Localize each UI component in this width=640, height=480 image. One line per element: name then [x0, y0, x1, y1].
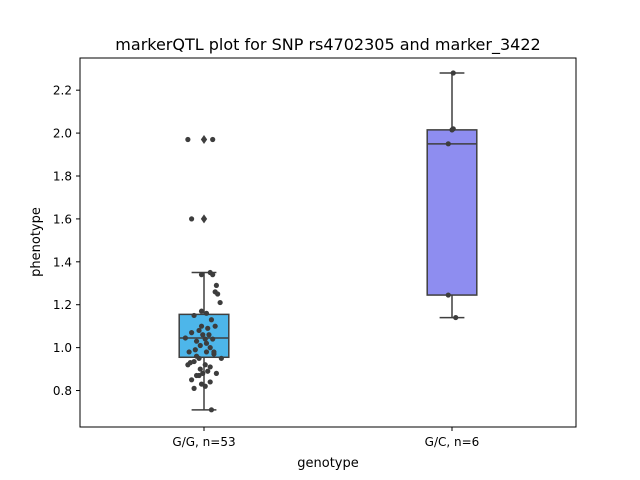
y-tick-label: 2.2 — [53, 84, 72, 98]
data-point — [450, 70, 456, 76]
x-axis-label: genotype — [297, 456, 358, 471]
data-point — [207, 364, 213, 370]
data-point — [213, 370, 219, 376]
plot-area — [178, 70, 478, 413]
data-point — [206, 332, 212, 338]
data-point — [215, 291, 221, 297]
data-point — [208, 407, 215, 413]
data-point — [200, 332, 206, 338]
x-tick-label: G/G, n=53 — [172, 435, 235, 449]
data-point — [186, 349, 192, 355]
data-point — [191, 358, 197, 365]
data-point — [203, 349, 210, 355]
y-tick-label: 1.2 — [53, 298, 72, 312]
y-tick-label: 2.0 — [53, 127, 72, 141]
data-point — [207, 379, 213, 385]
data-point — [202, 362, 208, 368]
data-point — [193, 338, 200, 344]
data-point — [198, 323, 205, 329]
data-point — [189, 216, 195, 222]
data-point — [210, 136, 216, 143]
outlier-marker — [200, 135, 208, 145]
data-point — [205, 368, 211, 374]
data-point — [185, 136, 191, 143]
outlier-marker — [200, 214, 208, 224]
data-point — [196, 327, 202, 334]
data-point — [203, 340, 210, 346]
data-point — [210, 336, 216, 342]
data-point — [192, 347, 198, 353]
data-point — [202, 336, 208, 342]
y-tick-label: 1.0 — [53, 341, 72, 355]
data-point — [197, 342, 203, 349]
axes-frame — [79, 57, 577, 428]
y-tick-label: 1.6 — [53, 212, 72, 226]
data-point — [218, 355, 224, 361]
data-point — [217, 299, 223, 306]
data-point — [182, 335, 188, 341]
data-point — [205, 325, 211, 331]
chart-title: markerQTL plot for SNP rs4702305 and mar… — [115, 35, 540, 55]
box-group — [178, 135, 230, 413]
data-point — [210, 272, 216, 278]
box-group — [426, 70, 478, 321]
x-axis: G/G, n=53 G/C, n=6 — [172, 427, 479, 449]
data-point — [453, 314, 459, 321]
y-axis-label: phenotype — [29, 207, 44, 277]
data-point — [191, 385, 197, 391]
data-point — [445, 141, 451, 147]
data-point — [202, 383, 208, 389]
data-point — [196, 372, 202, 379]
data-point — [203, 310, 210, 316]
x-tick-label: G/C, n=6 — [425, 435, 480, 449]
y-tick-label: 1.8 — [53, 169, 72, 183]
data-point — [189, 330, 195, 336]
data-point — [449, 127, 455, 133]
data-point — [196, 355, 202, 361]
box-iqr — [426, 129, 478, 296]
data-point — [211, 349, 217, 355]
data-point — [198, 308, 205, 314]
data-point — [207, 345, 213, 351]
y-axis: 0.8 1.0 1.2 1.4 1.6 1.8 2.0 2.2 — [53, 84, 80, 398]
data-point — [212, 323, 218, 329]
data-point — [197, 366, 203, 372]
data-point — [189, 377, 195, 383]
data-point — [208, 317, 215, 323]
data-point — [445, 292, 451, 298]
y-tick-label: 1.4 — [53, 255, 72, 269]
data-point — [213, 282, 219, 289]
data-point — [198, 272, 205, 278]
y-tick-label: 0.8 — [53, 384, 72, 398]
data-point — [191, 312, 197, 319]
data-point — [185, 362, 191, 368]
